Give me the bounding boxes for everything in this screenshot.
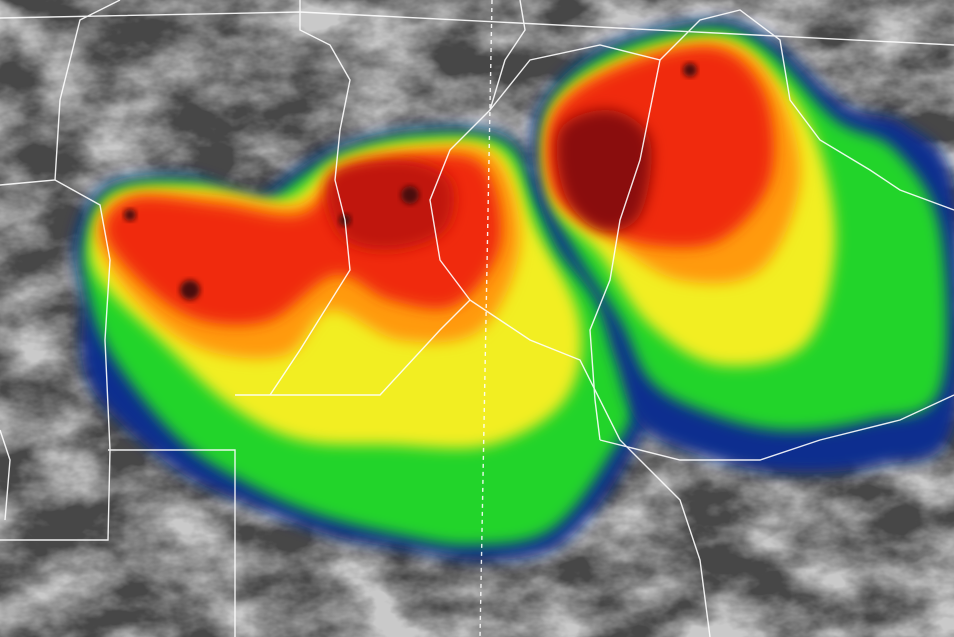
border-line bbox=[0, 0, 121, 186]
border-line bbox=[659, 9, 954, 211]
border-line bbox=[235, 299, 711, 637]
cold-cloud-top bbox=[401, 186, 419, 204]
storm-east-core bbox=[556, 109, 652, 232]
border-line bbox=[429, 0, 526, 301]
border-line bbox=[269, 0, 351, 396]
storm-west-core bbox=[325, 159, 455, 251]
border-line bbox=[0, 179, 111, 541]
border-line bbox=[108, 449, 236, 637]
cold-cloud-top bbox=[180, 280, 200, 300]
storm-systems bbox=[74, 19, 954, 561]
border-line bbox=[0, 429, 11, 521]
cold-cloud-top bbox=[124, 209, 136, 221]
border-line bbox=[489, 44, 661, 441]
border-line bbox=[599, 394, 954, 461]
cold-cloud-top bbox=[683, 63, 697, 77]
meridian-line bbox=[479, 0, 493, 637]
